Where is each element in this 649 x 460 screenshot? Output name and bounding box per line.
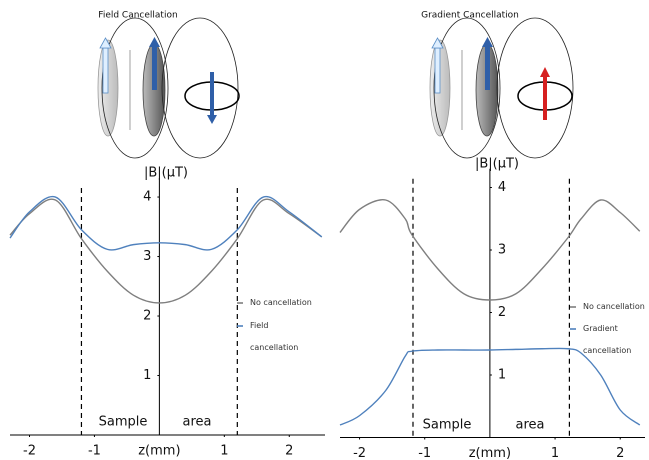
x-tick-label: -1 [88,444,101,459]
figure: Field Cancellation |B|(μT) z(mm) -2 -1 1 2 1 2 3 4… [0,0,649,460]
annotation: area [516,418,545,433]
y-tick-label: 2 [143,309,151,324]
y-tick-label: 2 [498,305,506,320]
x-tick-label: 2 [285,444,293,459]
legend-label: No cancellation [250,292,312,314]
y-tick-label: 1 [498,368,506,383]
y-axis-label: |B|(μT) [144,166,188,181]
x-tick-label: -2 [353,446,366,460]
coil-diagram-left [98,18,239,158]
x-tick-label: 1 [551,446,559,460]
y-tick-label: 3 [143,249,151,264]
annotation: Sample [423,418,472,433]
x-axis-label: z(mm) [469,446,511,460]
chart-title: Field Cancellation [98,11,177,21]
x-tick-label: -2 [23,444,36,459]
annotation: Sample [99,415,148,430]
y-tick-label: 3 [498,243,506,258]
x-axis-label: z(mm) [138,444,180,459]
series-line [10,199,322,303]
legend-label: Gradient cancellation [583,318,645,362]
x-tick-label: 2 [616,446,624,460]
legend-label: Field cancellation [250,315,312,359]
annotation: area [183,415,212,430]
chart: Field Cancellation |B|(μT) z(mm) -2 -1 1 2 1 2 3 4… [0,0,649,460]
series-line [10,197,322,250]
y-tick-label: 4 [498,180,506,195]
x-tick-label: 1 [220,444,228,459]
y-tick-label: 1 [143,368,151,383]
chart-title: Gradient Cancellation [421,11,519,21]
y-axis-label: |B|(μT) [475,156,519,171]
coil-diagram-right [430,18,573,158]
legend-label: No cancellation [583,296,645,318]
y-tick-label: 4 [143,190,151,205]
x-tick-label: -1 [418,446,431,460]
